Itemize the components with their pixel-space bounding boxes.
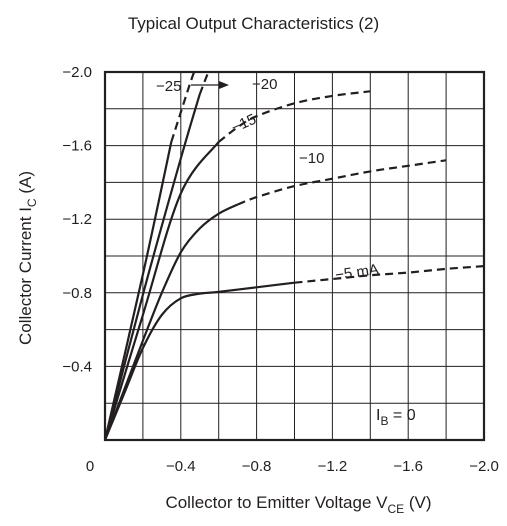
y-axis-label: Collector Current IC (A) [16, 171, 39, 345]
tick-labels: 0 −0.4 −0.8 −1.2 −1.6 −2.0 −0.4 −0.8 −1.2 −1.6 −2.… [62, 64, 498, 475]
curve-label-ib15: −15 [229, 111, 259, 137]
y-axis-label-main: Collector Current I [16, 207, 35, 345]
x-axis-label: Collector to Emitter Voltage VCE (V) [0, 493, 507, 516]
series-0-solid [103, 281, 295, 441]
curve-label-ib20: −20 [252, 76, 277, 93]
series-curves [103, 71, 485, 441]
ib-zero-annotation: IB = 0 [376, 407, 416, 428]
ib-zero-main: I [376, 407, 381, 424]
series-2-solid [103, 141, 220, 441]
x-axis-label-unit: (V) [404, 493, 432, 512]
curve-label-ib25-arrowhead [219, 81, 229, 89]
x-axis-label-sub: CE [387, 502, 405, 516]
series-4-solid [103, 141, 173, 441]
x-tick-label: −2.0 [469, 458, 499, 475]
plot-frame [103, 70, 486, 442]
curve-label-ib25: −25 [156, 78, 181, 95]
y-axis-label-sub: C [25, 198, 39, 208]
series-3-solid [103, 93, 201, 441]
series-1-dashed [237, 159, 447, 206]
x-tick-label: −1.6 [393, 458, 423, 475]
x-tick-label: −0.4 [166, 458, 196, 475]
ib-zero-rest: = 0 [388, 407, 416, 424]
curve-labels: −25 −20 −15 −10 −5 mA [156, 76, 380, 284]
series-1-solid [103, 203, 239, 441]
series-4-dashed [170, 71, 196, 143]
y-tick-label: −1.2 [62, 211, 92, 228]
y-tick-label: −0.4 [62, 358, 92, 375]
ib-zero-sub: B [380, 414, 389, 428]
curve-label-ib10: −10 [299, 150, 324, 167]
chart-title: Typical Output Characteristics (2) [127, 14, 380, 33]
y-axis-label-unit: (A) [16, 171, 35, 199]
series-0-dashed [294, 265, 485, 284]
curve-label-ib5: −5 mA [334, 261, 380, 284]
x-tick-label: 0 [86, 458, 94, 475]
y-tick-label: −2.0 [62, 64, 92, 81]
x-tick-label: −0.8 [242, 458, 272, 475]
y-tick-label: −0.8 [62, 285, 92, 302]
y-tick-label: −1.6 [62, 138, 92, 155]
grid-lines [105, 72, 484, 440]
series-3-dashed [198, 71, 210, 95]
x-tick-label: −1.2 [318, 458, 348, 475]
x-axis-label-main: Collector to Emitter Voltage V [165, 493, 388, 512]
